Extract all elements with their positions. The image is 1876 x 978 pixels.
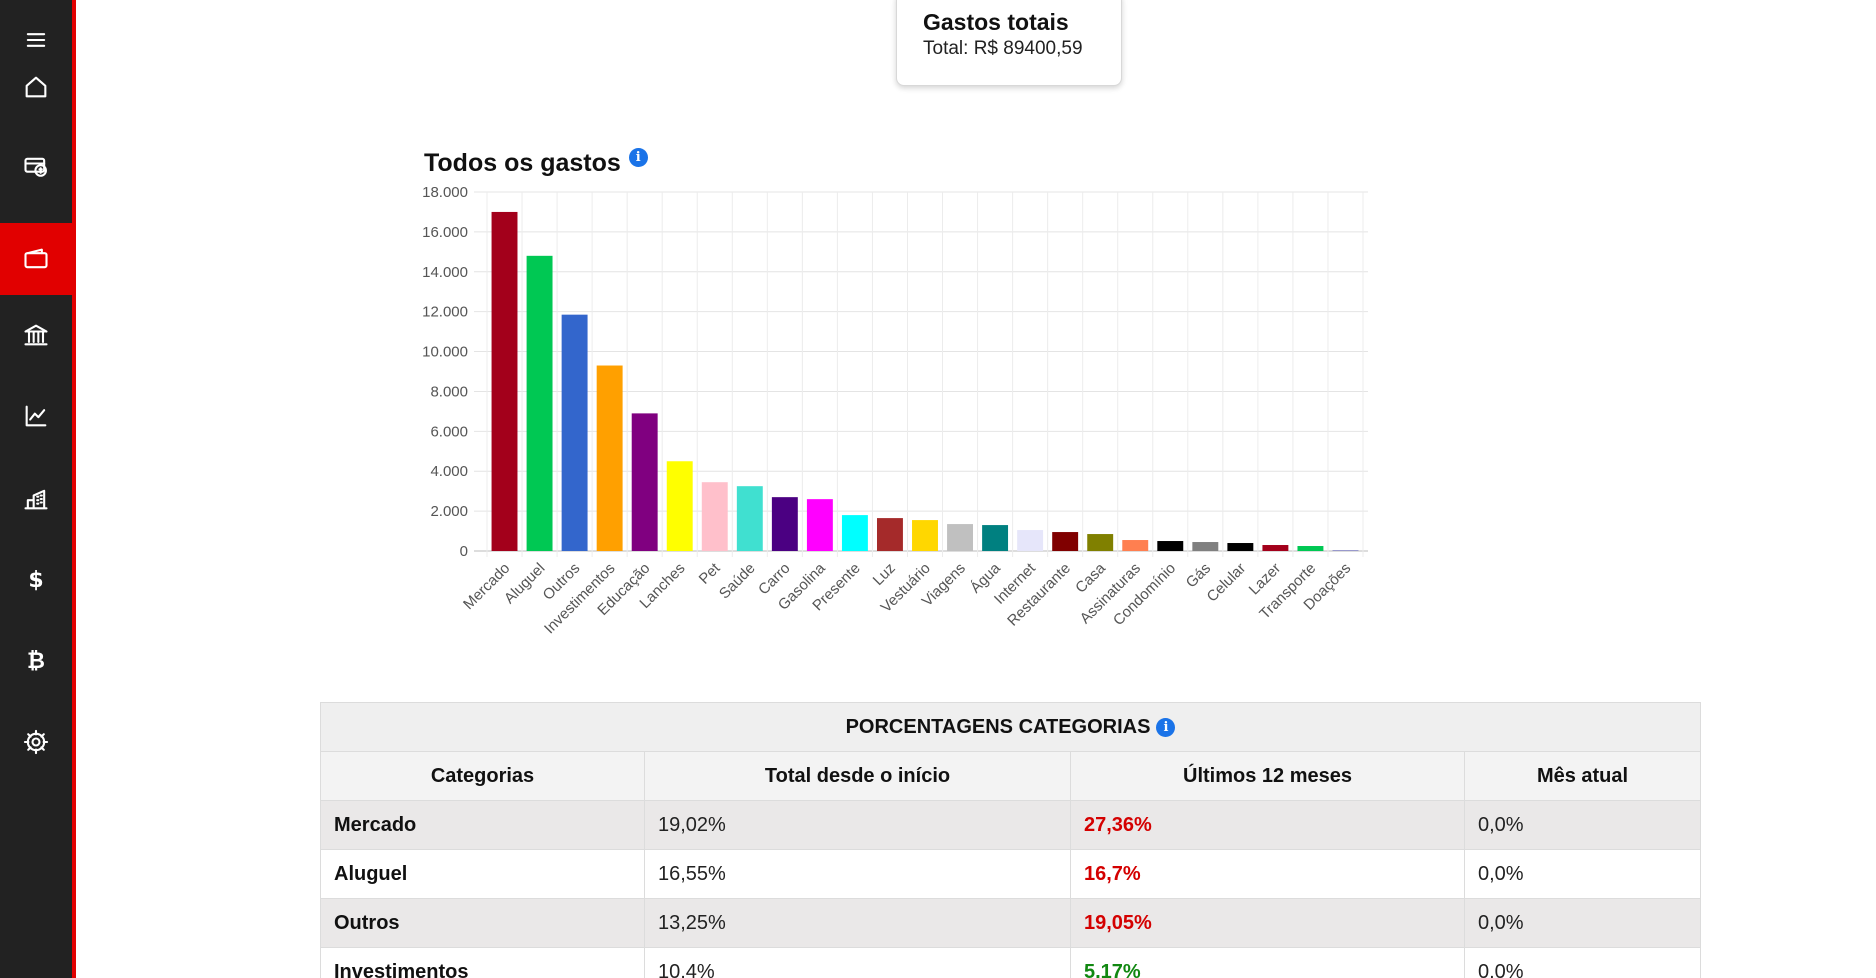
y-tick-label: 4.000 bbox=[430, 463, 468, 480]
last-12-months-cell: 27,36% bbox=[1070, 800, 1465, 850]
column-header-last-12-months[interactable]: Últimos 12 meses bbox=[1070, 751, 1465, 801]
bar-3 bbox=[596, 365, 623, 551]
table-caption-text: PORCENTAGENS CATEGORIAS bbox=[845, 715, 1151, 738]
bar-19 bbox=[1157, 541, 1184, 551]
wallet-icon bbox=[24, 248, 48, 269]
x-tick-label: Celular bbox=[1204, 560, 1250, 606]
table-caption: PORCENTAGENS CATEGORIAS i bbox=[319, 702, 1702, 752]
bar-15 bbox=[1017, 530, 1044, 551]
bar-5 bbox=[666, 461, 693, 551]
bar-23 bbox=[1297, 546, 1324, 551]
x-tick-label: Luz bbox=[870, 560, 899, 589]
home-icon bbox=[25, 76, 47, 98]
bar-9 bbox=[806, 499, 833, 551]
sidebar-item-crypto[interactable]: ₿ bbox=[0, 628, 72, 694]
bar-7 bbox=[736, 486, 763, 551]
bar-13 bbox=[947, 524, 974, 551]
y-tick-label: 14.000 bbox=[422, 264, 468, 281]
bar-11 bbox=[876, 518, 903, 551]
info-icon[interactable]: i bbox=[628, 148, 648, 167]
bar-2 bbox=[561, 314, 588, 551]
money-transfer-icon bbox=[24, 157, 47, 177]
x-tick-label: Pet bbox=[696, 559, 725, 588]
buildings-icon bbox=[24, 489, 48, 510]
chart-line-icon bbox=[25, 405, 47, 427]
bar-4 bbox=[631, 413, 658, 551]
sidebar-item-transfers[interactable] bbox=[0, 134, 72, 200]
bar-22 bbox=[1262, 545, 1289, 551]
category-cell: Aluguel bbox=[320, 849, 645, 899]
sidebar-item-expenses[interactable] bbox=[0, 223, 72, 295]
x-tick-label: Saúde bbox=[716, 560, 759, 603]
chart-title-text: Todos os gastos bbox=[424, 149, 621, 177]
total-cell: 16,55% bbox=[644, 849, 1071, 899]
bar-1 bbox=[526, 255, 553, 552]
total-cell: 13,25% bbox=[644, 898, 1071, 948]
sidebar-item-charts[interactable] bbox=[0, 383, 72, 449]
sidebar-item-bank[interactable] bbox=[0, 302, 72, 368]
bar-18 bbox=[1122, 540, 1149, 551]
sidebar-item-currency[interactable]: $ bbox=[0, 547, 72, 613]
bar-0 bbox=[491, 211, 518, 551]
bank-icon bbox=[24, 324, 48, 346]
last-12-months-cell: 16,7% bbox=[1070, 849, 1465, 899]
x-tick-label: Mercado bbox=[460, 560, 513, 613]
sidebar-item-home[interactable] bbox=[0, 54, 72, 120]
current-month-cell: 0,0% bbox=[1463, 947, 1702, 978]
bar-16 bbox=[1052, 532, 1079, 551]
current-month-cell: 0,0% bbox=[1463, 898, 1702, 948]
table-row: Aluguel 16,55% 16,7% 0,0% bbox=[320, 849, 1702, 899]
sidebar-item-settings[interactable] bbox=[0, 709, 72, 775]
bitcoin-icon: ₿ bbox=[27, 649, 45, 674]
bar-12 bbox=[912, 520, 938, 551]
summary-total: Total: R$ 89400,59 bbox=[923, 38, 1083, 59]
category-cell: Outros bbox=[320, 898, 645, 948]
last-12-months-cell: 5,17% bbox=[1070, 947, 1465, 978]
y-tick-label: 16.000 bbox=[422, 224, 468, 241]
y-tick-label: 2.000 bbox=[430, 503, 468, 520]
table-row: Outros 13,25% 19,05% 0,0% bbox=[320, 898, 1702, 948]
gear-icon bbox=[23, 729, 49, 755]
y-tick-label: 8.000 bbox=[430, 383, 468, 400]
bar-14 bbox=[982, 525, 1009, 551]
dollar-icon: $ bbox=[28, 567, 44, 593]
table-row: Mercado 19,02% 27,36% 0,0% bbox=[320, 800, 1702, 850]
expenses-bar-chart: 0 2.000 4.000 6.000 8.000 10.000 12.000 14.000 1… bbox=[422, 184, 1368, 637]
bar-8 bbox=[771, 497, 798, 551]
y-tick-label: 6.000 bbox=[430, 423, 468, 440]
y-tick-label: 18.000 bbox=[422, 184, 468, 201]
column-header-current-month[interactable]: Mês atual bbox=[1463, 751, 1702, 801]
bar-10 bbox=[841, 515, 868, 551]
bar-6 bbox=[701, 482, 728, 551]
y-tick-label: 10.000 bbox=[422, 344, 468, 361]
sidebar-item-investments[interactable] bbox=[0, 466, 72, 532]
category-percentages-table: PORCENTAGENS CATEGORIAS i Categorias Tot… bbox=[319, 702, 1702, 978]
menu-button[interactable] bbox=[0, 7, 72, 73]
bar-17 bbox=[1087, 534, 1114, 551]
y-tick-label: 0 bbox=[460, 543, 468, 560]
total-cell: 19,02% bbox=[644, 800, 1071, 850]
current-month-cell: 0,0% bbox=[1463, 849, 1702, 899]
bar-21 bbox=[1227, 543, 1254, 551]
total-cell: 10,4% bbox=[644, 947, 1071, 978]
column-header-total[interactable]: Total desde o início bbox=[644, 751, 1071, 801]
menu-icon bbox=[26, 33, 46, 47]
sidebar: $ ₿ bbox=[0, 0, 76, 978]
table-row: Investimentos 10,4% 5,17% 0,0% bbox=[320, 947, 1702, 978]
bar-24 bbox=[1332, 550, 1359, 551]
category-cell: Investimentos bbox=[320, 947, 645, 978]
total-expenses-card: Gastos totais Total: R$ 89400,59 bbox=[896, 0, 1122, 86]
last-12-months-cell: 19,05% bbox=[1070, 898, 1465, 948]
chart-title: Todos os gastos i bbox=[424, 148, 648, 178]
bar-20 bbox=[1192, 542, 1219, 551]
info-icon[interactable]: i bbox=[1156, 717, 1176, 737]
summary-title: Gastos totais bbox=[923, 9, 1069, 35]
column-header-categories[interactable]: Categorias bbox=[320, 751, 645, 801]
category-cell: Mercado bbox=[320, 800, 645, 850]
current-month-cell: 0,0% bbox=[1463, 800, 1702, 850]
y-tick-label: 12.000 bbox=[422, 304, 468, 321]
